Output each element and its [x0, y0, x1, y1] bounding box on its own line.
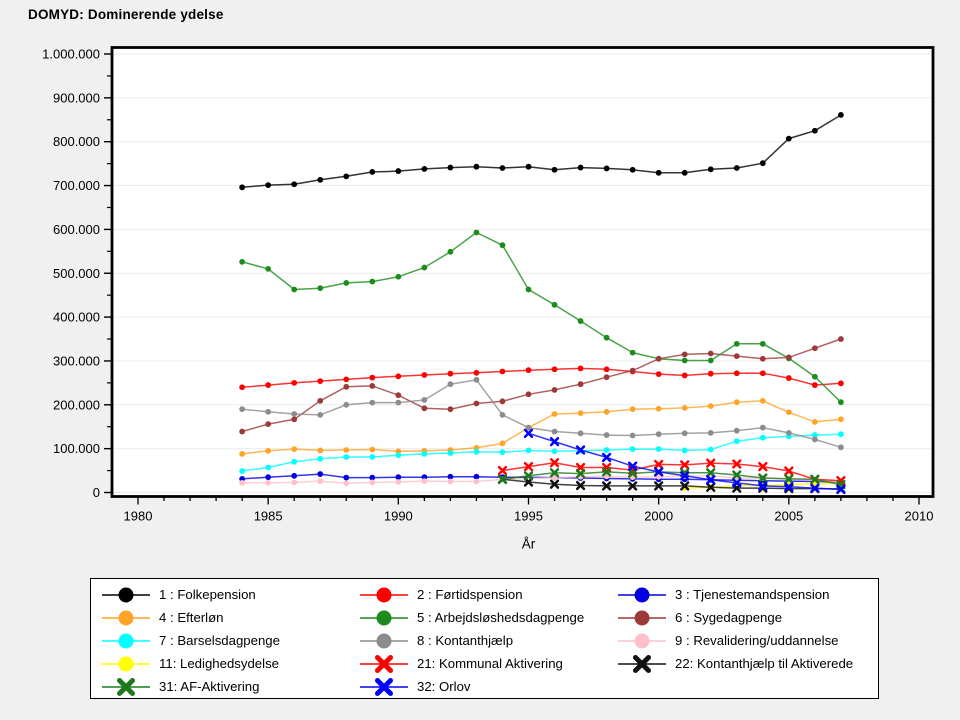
- legend-marker-22-icon: [618, 654, 666, 673]
- legend-marker-31-icon: [102, 677, 150, 696]
- series-6: [239, 336, 844, 435]
- legend-item-1: 1 : Folkepension: [99, 583, 357, 606]
- legend-marker-8-icon: [360, 633, 408, 648]
- legend-marker-9-icon: [618, 633, 666, 648]
- series-4: [239, 397, 844, 457]
- plot-area: 0 100.000 200.000 300.000 400.000 500.000 600.…: [42, 46, 935, 552]
- x-axis-tick-label: 2005: [774, 509, 803, 524]
- y-axis-tick-label: 1.000.000: [42, 47, 100, 62]
- legend-item-label: 21: Kommunal Aktivering: [417, 656, 563, 671]
- chart-title: DOMYD: Dominerende ydelse: [28, 7, 224, 22]
- legend-item-6: 6 : Sygedagpenge: [615, 606, 878, 629]
- legend-item-8: 8 : Kontanthjælp: [357, 629, 615, 652]
- legend-item-label: 4 : Efterløn: [159, 610, 224, 625]
- legend-item-21: 21: Kommunal Aktivering: [357, 652, 615, 675]
- y-axis-tick-label: 700.000: [53, 178, 100, 193]
- legend-item-label: 1 : Folkepension: [159, 587, 256, 602]
- legend-item-label: 22: Kontanthjælp til Aktiverede: [675, 656, 854, 671]
- legend-spacer: [615, 675, 878, 698]
- legend-item-2: 2 : Førtidspension: [357, 583, 615, 606]
- legend-item-3: 3 : Tjenestemandspension: [615, 583, 878, 606]
- legend-item-label: 11: Ledighedsydelse: [159, 656, 280, 671]
- series-7: [239, 431, 844, 474]
- y-axis-tick-label: 800.000: [53, 134, 100, 149]
- series-32: [523, 428, 846, 495]
- legend-item-label: 3 : Tjenestemandspension: [675, 587, 830, 602]
- legend-item-9: 9 : Revalidering/uddannelse: [615, 629, 878, 652]
- y-axis-tick-label: 300.000: [53, 353, 100, 368]
- y-axis-tick-label: 500.000: [53, 266, 100, 281]
- series-2: [239, 365, 844, 391]
- x-axis-tick-label: 1980: [124, 509, 153, 524]
- series-1: [239, 112, 844, 191]
- x-axis-label: År: [522, 537, 536, 552]
- legend-item-31: 31: AF-Aktivering: [99, 675, 357, 698]
- legend-item-label: 8 : Kontanthjælp: [417, 633, 514, 648]
- legend-marker-4-icon: [102, 610, 150, 625]
- legend-marker-21-icon: [360, 654, 408, 673]
- legend-item-11: 11: Ledighedsydelse: [99, 652, 357, 675]
- y-axis-tick-label: 0: [93, 485, 100, 500]
- legend-item-32: 32: Orlov: [357, 675, 615, 698]
- legend-marker-1-icon: [102, 587, 150, 602]
- y-axis-tick-label: 200.000: [53, 397, 100, 412]
- legend-marker-5-icon: [360, 610, 408, 625]
- legend-item-label: 9 : Revalidering/uddannelse: [675, 633, 839, 648]
- legend-item-label: 2 : Førtidspension: [417, 587, 523, 602]
- legend-item-label: 32: Orlov: [417, 679, 471, 694]
- legend-item-label: 6 : Sygedagpenge: [675, 610, 783, 625]
- legend-marker-2-icon: [360, 587, 408, 602]
- legend-item-label: 5 : Arbejdsløshedsdagpenge: [417, 610, 585, 625]
- x-axis-tick-label: 2010: [905, 509, 934, 524]
- legend-marker-7-icon: [102, 633, 150, 648]
- legend-item-label: 31: AF-Aktivering: [159, 679, 260, 694]
- series-8: [239, 376, 844, 451]
- x-axis-tick-label: 1990: [384, 509, 413, 524]
- x-axis-tick-label: 1995: [514, 509, 543, 524]
- legend-marker-3-icon: [618, 587, 666, 602]
- legend-item-5: 5 : Arbejdsløshedsdagpenge: [357, 606, 615, 629]
- legend-item-4: 4 : Efterløn: [99, 606, 357, 629]
- x-axis-tick-label: 2000: [644, 509, 673, 524]
- legend-marker-32-icon: [360, 677, 408, 696]
- legend-item-22: 22: Kontanthjælp til Aktiverede: [615, 652, 878, 675]
- y-axis-tick-label: 600.000: [53, 222, 100, 237]
- series-5: [239, 229, 844, 406]
- y-axis-tick-label: 100.000: [53, 441, 100, 456]
- y-axis-tick-label: 400.000: [53, 310, 100, 325]
- y-axis-tick-label: 900.000: [53, 90, 100, 105]
- legend-marker-11-icon: [102, 656, 150, 671]
- legend-marker-6-icon: [618, 610, 666, 625]
- x-axis-tick-label: 1985: [254, 509, 283, 524]
- legend-item-7: 7 : Barselsdagpenge: [99, 629, 357, 652]
- legend: 1 : Folkepension 4 : Efterløn 7 : Barselsd…: [90, 578, 879, 699]
- legend-item-label: 7 : Barselsdagpenge: [159, 633, 280, 648]
